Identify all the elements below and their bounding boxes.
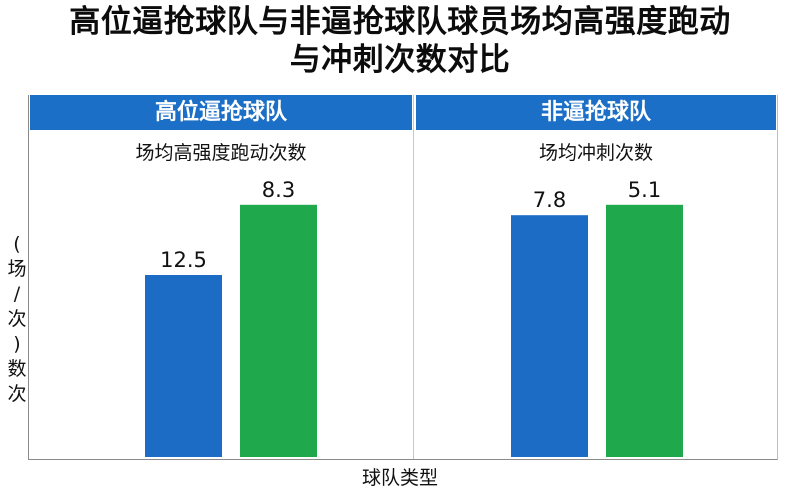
bar-0-0 bbox=[145, 275, 222, 457]
chart-title-line-1: 高位逼抢球队与非逼抢球队球员场均高强度跑动 bbox=[69, 4, 731, 40]
panel-header-non-press: 非逼抢球队 bbox=[416, 95, 776, 130]
bar-value-label: 12.5 bbox=[160, 248, 207, 272]
bar-value-label: 7.8 bbox=[533, 188, 566, 212]
panel-subtitle-sprint: 场均冲刺次数 bbox=[538, 142, 653, 164]
y-axis-label-char: ( bbox=[13, 233, 21, 255]
chart-frame bbox=[28, 95, 778, 460]
y-axis-label-char: 次 bbox=[7, 308, 27, 330]
panel-divider bbox=[413, 95, 414, 459]
x-axis-label: 球队类型 bbox=[361, 467, 438, 489]
y-axis-label: ( 场 / 次 ) 数 次 bbox=[4, 232, 30, 407]
bar-0-1 bbox=[240, 204, 317, 457]
panel-header-high-press: 高位逼抢球队 bbox=[30, 95, 412, 130]
bar-1-1 bbox=[606, 204, 683, 457]
bar-value-label: 5.1 bbox=[628, 178, 661, 202]
y-axis-label-char: 次 bbox=[7, 383, 27, 405]
bar-value-label: 8.3 bbox=[262, 178, 295, 202]
y-axis-label-char: / bbox=[13, 283, 21, 305]
chart-title-line-2: 与冲刺次数对比 bbox=[289, 42, 511, 78]
bar-1-0 bbox=[511, 215, 588, 457]
y-axis-label-char: 场 bbox=[7, 258, 27, 280]
y-axis-label-char: ) bbox=[13, 333, 21, 355]
panel-subtitle-high-intensity: 场均高强度跑动次数 bbox=[135, 142, 307, 164]
y-axis-label-char: 数 bbox=[7, 358, 27, 380]
